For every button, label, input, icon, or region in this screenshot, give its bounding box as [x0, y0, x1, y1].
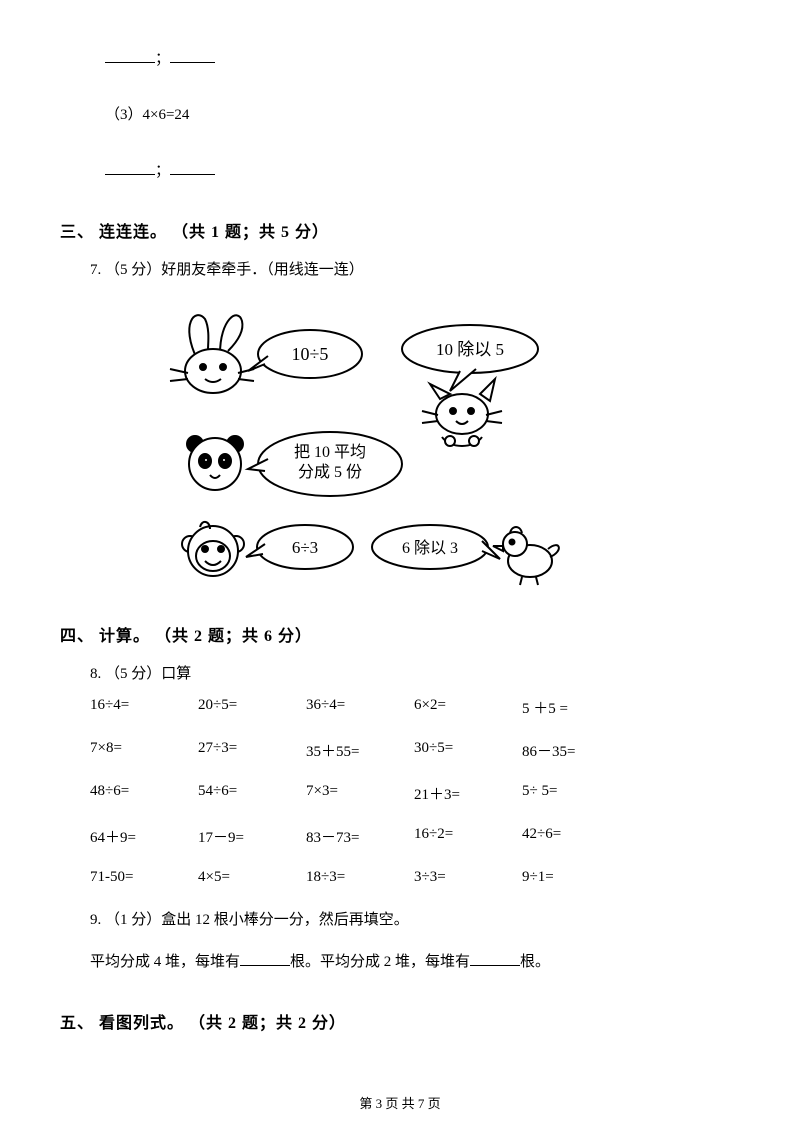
calc-cell: 21＋3= [414, 783, 522, 804]
monkey-icon [182, 522, 244, 576]
blank [105, 48, 155, 63]
q9-part-b: 根。平均分成 2 堆，每堆有 [290, 954, 470, 970]
matching-figure: 10÷5 10 除以 5 [150, 299, 570, 594]
blank-sep: ； [155, 163, 170, 179]
calc-row: 48÷6= 54÷6= 7×3= 21＋3= 5÷ 5= [90, 783, 740, 804]
sub-question-3-text: （3）4×6=24 [105, 107, 189, 123]
calc-cell: 48÷6= [90, 783, 198, 804]
blank [240, 951, 290, 966]
calc-cell: 18÷3= [306, 869, 414, 886]
calc-cell: 3÷3= [414, 869, 522, 886]
calc-row: 16÷4= 20÷5= 36÷4= 6×2= 5 ＋5 = [90, 697, 740, 718]
calc-cell: 16÷2= [414, 826, 522, 847]
calc-cell: 54÷6= [198, 783, 306, 804]
calc-cell: 9÷1= [522, 869, 630, 886]
calc-cell: 35＋55= [306, 740, 414, 761]
calc-cell: 36÷4= [306, 697, 414, 718]
calc-cell: 30÷5= [414, 740, 522, 761]
question-9: 9. （1 分）盒出 12 根小棒分一分，然后再填空。 [90, 908, 740, 929]
calc-cell: 16÷4= [90, 697, 198, 718]
q9-part-a: 平均分成 4 堆，每堆有 [90, 954, 240, 970]
duck-icon [493, 527, 559, 585]
bubble-5-text: 6 除以 3 [402, 539, 458, 557]
blank-pair-1: ； [105, 40, 740, 78]
calc-row: 71-50= 4×5= 18÷3= 3÷3= 9÷1= [90, 869, 740, 886]
bubble-2-text: 10 除以 5 [436, 340, 504, 359]
calc-cell: 7×3= [306, 783, 414, 804]
q9-part-c: 根。 [520, 954, 550, 970]
blank-pair-2: ； [105, 152, 740, 190]
panda-icon [187, 436, 243, 490]
blank [170, 160, 215, 175]
question-8: 8. （5 分）口算 [90, 662, 740, 683]
calc-cell: 5÷ 5= [522, 783, 630, 804]
calc-grid: 16÷4= 20÷5= 36÷4= 6×2= 5 ＋5 = 7×8= 27÷3=… [90, 697, 740, 886]
question-9-fill: 平均分成 4 堆，每堆有 根。平均分成 2 堆，每堆有 根。 [90, 943, 740, 981]
blank [470, 951, 520, 966]
calc-cell: 71-50= [90, 869, 198, 886]
bubble-3-text-1: 把 10 平均 [294, 443, 366, 461]
calc-cell: 83－73= [306, 826, 414, 847]
calc-cell: 27÷3= [198, 740, 306, 761]
calc-cell: 17－9= [198, 826, 306, 847]
calc-cell: 7×8= [90, 740, 198, 761]
calc-cell: 20÷5= [198, 697, 306, 718]
blank [170, 48, 215, 63]
bubble-3-text-2: 分成 5 份 [298, 463, 362, 481]
rabbit-icon [170, 315, 254, 393]
sub-question-3: （3）4×6=24 [105, 96, 740, 134]
blank [105, 160, 155, 175]
bubble-1-text: 10÷5 [292, 344, 329, 364]
calc-row: 64＋9= 17－9= 83－73= 16÷2= 42÷6= [90, 826, 740, 847]
calc-cell: 6×2= [414, 697, 522, 718]
calc-row: 7×8= 27÷3= 35＋55= 30÷5= 86－35= [90, 740, 740, 761]
bubble-4-text: 6÷3 [292, 538, 318, 557]
section-5-heading: 五、 看图列式。 （共 2 题；共 2 分） [60, 1009, 740, 1033]
question-7: 7. （5 分）好朋友牵牵手．（用线连一连） [90, 258, 740, 279]
blank-sep: ； [155, 51, 170, 67]
calc-cell: 86－35= [522, 740, 630, 761]
calc-cell: 64＋9= [90, 826, 198, 847]
calc-cell: 5 ＋5 = [522, 697, 630, 718]
cat-icon [422, 379, 502, 446]
section-4-heading: 四、 计算。 （共 2 题；共 6 分） [60, 622, 740, 646]
calc-cell: 4×5= [198, 869, 306, 886]
page-footer: 第 3 页 共 7 页 [0, 1093, 800, 1112]
calc-cell: 42÷6= [522, 826, 630, 847]
section-3-heading: 三、 连连连。 （共 1 题；共 5 分） [60, 218, 740, 242]
